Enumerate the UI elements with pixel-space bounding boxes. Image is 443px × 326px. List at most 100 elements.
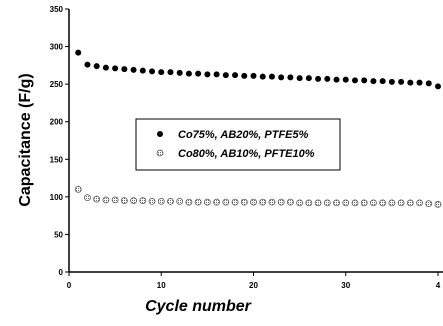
- data-point: [185, 198, 193, 206]
- legend: Co75%, AB20%, PTFE5% Co80%, AB10%, PFTE1…: [135, 118, 341, 171]
- data-point: [84, 61, 91, 68]
- data-point: [240, 198, 248, 206]
- data-point: [231, 198, 239, 206]
- data-point: [388, 78, 395, 85]
- data-point: [287, 74, 294, 81]
- x-tick-label: 4: [436, 281, 441, 290]
- data-point: [149, 68, 156, 75]
- data-point: [435, 83, 441, 90]
- data-point: [222, 198, 230, 206]
- data-point: [351, 77, 358, 84]
- data-point: [112, 65, 119, 72]
- data-point: [333, 76, 340, 83]
- data-point: [121, 66, 128, 73]
- data-point: [268, 73, 275, 80]
- data-point: [195, 70, 202, 77]
- x-tick-label: 10: [157, 281, 166, 290]
- data-point: [185, 70, 192, 77]
- data-point: [259, 73, 266, 80]
- legend-box: [135, 118, 341, 171]
- data-point: [93, 63, 100, 70]
- data-point: [176, 69, 183, 76]
- data-point: [407, 79, 414, 86]
- data-point: [222, 72, 229, 79]
- data-point: [360, 199, 368, 207]
- data-point: [305, 199, 313, 207]
- data-point: [314, 199, 322, 207]
- data-point: [158, 69, 165, 76]
- data-point: [278, 74, 285, 81]
- data-point: [75, 49, 82, 56]
- data-point: [157, 197, 165, 205]
- data-point: [111, 196, 119, 204]
- data-point: [277, 198, 285, 206]
- data-point: [315, 75, 322, 82]
- series-1: [75, 49, 441, 90]
- y-tick-label: 300: [50, 43, 64, 52]
- data-point: [259, 198, 267, 206]
- data-point: [416, 199, 423, 207]
- data-point: [167, 197, 174, 205]
- data-point: [342, 76, 349, 83]
- legend-marker-series-1: [157, 131, 163, 137]
- series-layer: [74, 49, 442, 208]
- data-point: [397, 199, 405, 207]
- y-tick-label: 100: [50, 193, 64, 202]
- data-point: [434, 200, 442, 208]
- data-point: [333, 199, 340, 207]
- data-point: [250, 198, 257, 206]
- data-point: [388, 199, 396, 207]
- data-point: [425, 200, 433, 208]
- data-point: [213, 71, 220, 78]
- data-point: [74, 185, 82, 193]
- data-point: [406, 199, 414, 207]
- legend-label-series-2: Co80%, AB10%, PFTE10%: [178, 148, 315, 160]
- data-point: [379, 78, 386, 85]
- x-tick-label: 0: [67, 281, 72, 290]
- data-point: [351, 199, 359, 207]
- y-tick-label: 200: [50, 118, 64, 127]
- data-point: [232, 72, 239, 79]
- data-point: [167, 69, 174, 76]
- data-point: [425, 80, 432, 87]
- data-point: [305, 75, 312, 82]
- data-point: [130, 66, 137, 73]
- data-point: [203, 198, 211, 206]
- data-point: [416, 79, 423, 86]
- x-ticks: 0 10 20 30 4: [67, 272, 441, 290]
- data-point: [194, 198, 202, 206]
- data-point: [213, 198, 221, 206]
- data-point: [370, 78, 377, 85]
- data-point: [176, 197, 184, 205]
- data-point: [204, 71, 211, 78]
- data-point: [120, 197, 128, 205]
- data-point: [130, 197, 137, 205]
- x-tick-label: 30: [341, 281, 350, 290]
- x-tick-label: 20: [249, 281, 258, 290]
- data-point: [296, 75, 303, 82]
- data-point: [342, 199, 350, 207]
- data-point: [139, 67, 146, 74]
- y-tick-label: 50: [54, 230, 63, 239]
- plot-area: [68, 9, 443, 273]
- series-2: [74, 185, 442, 208]
- data-point: [250, 72, 257, 79]
- y-tick-label: 350: [50, 5, 64, 14]
- data-point: [370, 199, 377, 207]
- data-point: [102, 64, 109, 71]
- legend-marker-series-2: [156, 149, 164, 157]
- data-point: [286, 198, 294, 206]
- data-point: [324, 75, 331, 82]
- legend-label-series-1: Co75%, AB20%, PTFE5%: [178, 129, 309, 141]
- data-point: [268, 198, 276, 206]
- y-tick-label: 0: [59, 268, 64, 277]
- y-tick-label: 250: [50, 80, 64, 89]
- data-point: [84, 194, 91, 202]
- data-point: [361, 77, 368, 84]
- data-point: [296, 199, 304, 207]
- data-point: [398, 78, 405, 85]
- data-point: [241, 72, 248, 79]
- data-point: [139, 197, 147, 205]
- x-axis-title: Cycle number: [145, 298, 252, 315]
